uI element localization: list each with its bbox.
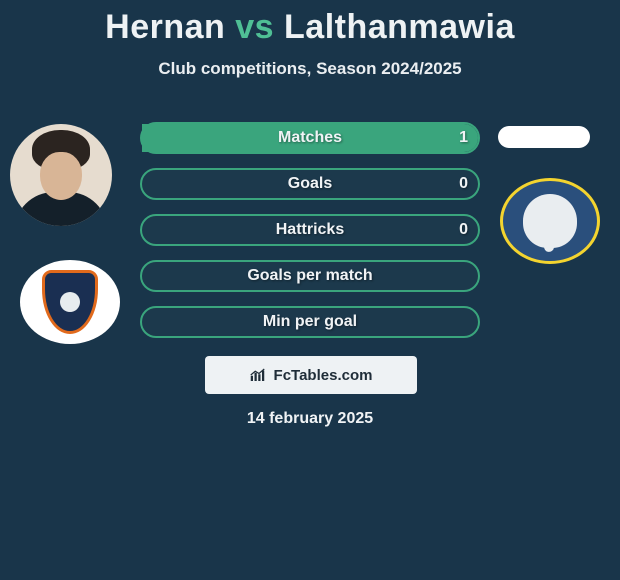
player2-avatar-placeholder xyxy=(498,126,590,148)
stat-row: Matches1 xyxy=(140,122,480,154)
stat-row: Min per goal xyxy=(140,306,480,338)
stat-rows: Matches1Goals0Hattricks0Goals per matchM… xyxy=(140,122,480,352)
stat-row: Goals per match xyxy=(140,260,480,292)
stat-value-right: 1 xyxy=(459,129,468,147)
stat-row: Hattricks0 xyxy=(140,214,480,246)
stat-row: Goals0 xyxy=(140,168,480,200)
stat-value-right: 0 xyxy=(459,175,468,193)
stat-label: Hattricks xyxy=(142,221,478,239)
stat-value-right: 0 xyxy=(459,221,468,239)
chart-bars-icon xyxy=(250,368,268,382)
stat-label: Goals xyxy=(142,175,478,193)
fc-goa-shield-icon xyxy=(42,270,98,334)
date-text: 14 february 2025 xyxy=(0,410,620,428)
player2-club-logo xyxy=(500,178,600,264)
vs-word: vs xyxy=(235,8,274,46)
stat-label: Min per goal xyxy=(142,313,478,331)
stat-label: Matches xyxy=(142,129,478,147)
player1-avatar xyxy=(10,124,112,226)
player1-club-logo xyxy=(20,260,120,344)
subtitle: Club competitions, Season 2024/2025 xyxy=(0,59,620,79)
brand-text: FcTables.com xyxy=(274,367,373,384)
stat-label: Goals per match xyxy=(142,267,478,285)
kerala-blasters-elephant-icon xyxy=(523,194,577,248)
player2-name: Lalthanmawia xyxy=(284,8,515,46)
player1-name: Hernan xyxy=(105,8,225,46)
page-title: Hernan vs Lalthanmawia xyxy=(0,0,620,47)
brand-box: FcTables.com xyxy=(205,356,417,394)
